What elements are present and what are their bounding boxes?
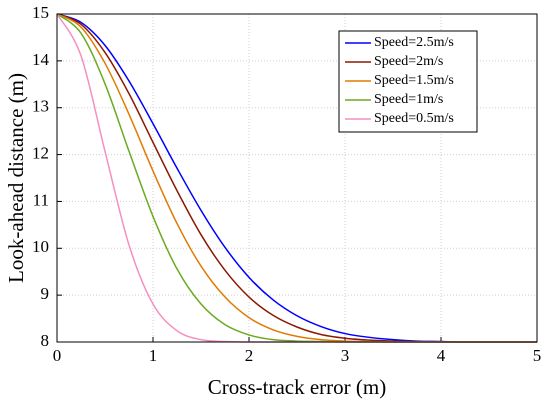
legend-label: Speed=2m/s <box>374 54 443 69</box>
x-axis-label: Cross-track error (m) <box>208 375 386 399</box>
x-tick-label: 2 <box>245 346 254 365</box>
y-tick-label: 9 <box>41 284 50 303</box>
x-tick-label: 5 <box>533 346 542 365</box>
y-tick-label: 14 <box>32 50 50 69</box>
y-tick-label: 10 <box>32 237 49 256</box>
y-tick-label: 15 <box>32 3 49 22</box>
x-tick-label: 3 <box>341 346 350 365</box>
y-tick-label: 13 <box>32 97 49 116</box>
y-tick-label: 11 <box>33 190 49 209</box>
x-tick-label: 1 <box>149 346 158 365</box>
y-axis-label: Look-ahead distance (m) <box>4 73 28 283</box>
legend-label: Speed=1m/s <box>374 92 443 107</box>
x-tick-label: 0 <box>53 346 62 365</box>
x-tick-label: 4 <box>437 346 446 365</box>
legend-label: Speed=1.5m/s <box>374 73 454 88</box>
y-tick-label: 8 <box>41 331 50 350</box>
y-tick-label: 12 <box>32 143 49 162</box>
legend-label: Speed=0.5m/s <box>374 111 454 126</box>
axes-frame <box>56 13 538 343</box>
legend-label: Speed=2.5m/s <box>374 35 454 50</box>
